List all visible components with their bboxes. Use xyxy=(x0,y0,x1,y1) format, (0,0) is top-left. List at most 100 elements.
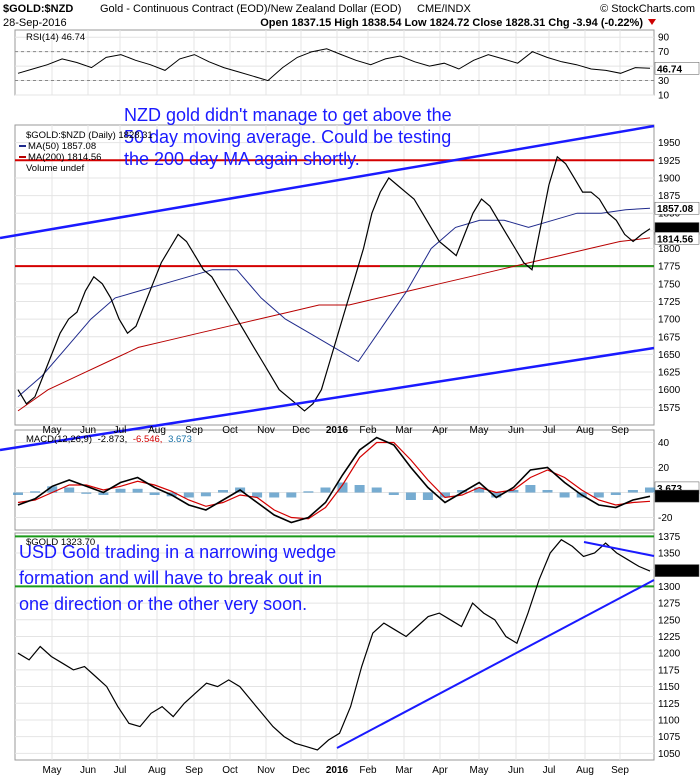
macd-histogram-tag: 3.673 xyxy=(657,484,682,495)
y-tick-label: 1200 xyxy=(658,649,681,660)
nzd-x-tick-label: Mar xyxy=(395,425,413,436)
y-tick-label: 1750 xyxy=(658,279,681,290)
nzd-annotation: NZD gold didn't manage to get above the … xyxy=(124,105,452,169)
x-tick-label: May xyxy=(470,765,489,776)
macd-signal-line xyxy=(17,441,651,520)
price-nzd-panel xyxy=(14,124,655,426)
nzd-x-tick-label: Jun xyxy=(508,425,524,436)
x-tick-label: 2016 xyxy=(326,765,349,776)
macd-histogram-bar xyxy=(627,490,638,493)
macd-histogram-bar xyxy=(64,487,75,493)
y-tick-label: 1275 xyxy=(658,599,681,610)
y-tick-label: 1650 xyxy=(658,350,681,361)
x-tick-label: Feb xyxy=(359,765,377,776)
macd-histogram-bar xyxy=(440,492,450,498)
x-tick-label: Aug xyxy=(576,765,594,776)
nzd-legend: $GOLD:$NZD (Daily) 1828.31 MA(50) 1857.0… xyxy=(19,130,153,174)
x-axis-labels: May Jun Jul Aug Sep Oct Nov Dec 2016 Feb Mar Apr May… xyxy=(43,425,630,776)
nzd-x-tick-label: May xyxy=(470,425,489,436)
ma200-value-tag-box xyxy=(654,232,700,245)
y-tick-label: 1625 xyxy=(658,368,681,379)
rsi-value-tag-box xyxy=(654,62,700,75)
macd-legend-name: MACD(12,26,9) xyxy=(26,434,92,445)
ma50-value-tag-box xyxy=(654,201,700,215)
rsi-panel xyxy=(14,29,655,96)
macd-histogram-bar xyxy=(132,488,143,493)
ma200-value-tag: 1814.56 xyxy=(657,234,694,245)
ma200-legend-label: MA(200) 1814.56 xyxy=(28,152,101,163)
macd-histogram-bar xyxy=(474,487,485,493)
y-tick-label: 1100 xyxy=(658,715,680,726)
macd-histogram-bar xyxy=(354,485,365,493)
y-tick-label: 1575 xyxy=(658,403,681,414)
usd-annotation: USD Gold trading in a narrowing wedge fo… xyxy=(19,542,336,614)
x-tick-label: Jun xyxy=(80,765,96,776)
macd-histogram-bar xyxy=(320,487,331,493)
wedge-resistance-line xyxy=(583,541,655,557)
x-tick-label: Jun xyxy=(508,765,524,776)
y-tick-label: 70 xyxy=(658,47,670,58)
nzd-x-tick-label: Jun xyxy=(80,425,96,436)
y-tick-label: 1700 xyxy=(658,315,681,326)
macd-histogram-bar xyxy=(218,490,228,493)
x-tick-label: Sep xyxy=(185,765,203,776)
macd-histogram-bar xyxy=(422,492,433,500)
x-tick-label: Sep xyxy=(611,765,629,776)
y-tick-label: 1150 xyxy=(658,682,680,693)
nzd-trend-channel xyxy=(0,124,655,452)
macd-histogram-bar xyxy=(593,492,604,498)
macd-histogram-bar xyxy=(115,488,126,493)
ohlc-summary: Open 1837.15 High 1838.54 Low 1824.72 Cl… xyxy=(260,17,643,29)
nzd-x-tick-label: Nov xyxy=(257,425,275,436)
nzd-x-tick-label: Dec xyxy=(292,425,310,436)
volume-legend-label: Volume undef xyxy=(26,163,84,174)
watermark-logo: © StockCharts.com xyxy=(600,3,695,15)
down-arrow-icon xyxy=(648,19,656,25)
price-nzd-line xyxy=(17,155,651,412)
y-tick-label: 1950 xyxy=(658,138,681,149)
macd-line xyxy=(17,436,651,524)
macd-histogram-bar xyxy=(200,492,211,497)
macd-histogram-bar xyxy=(388,492,399,495)
y-tick-label: 1900 xyxy=(658,173,681,184)
nzd-price-plot: 1575 1600 1625 1650 1675 1700 1725 1750 1775 1800… xyxy=(15,125,700,425)
macd-histogram-bar xyxy=(98,492,109,495)
lower-trendline xyxy=(0,346,655,452)
macd-histogram-bar xyxy=(269,492,280,498)
exchange-label: CME/INDX xyxy=(417,3,471,15)
macd-value-tag: -2.873 xyxy=(657,492,686,503)
chart-date: 28-Sep-2016 xyxy=(3,17,67,29)
nzd-x-tick-label: May xyxy=(43,425,62,436)
macd-histogram-bar xyxy=(183,492,194,498)
macd-value-tag-box xyxy=(654,489,700,503)
x-tick-label: Mar xyxy=(395,765,413,776)
y-tick-label: 1050 xyxy=(658,749,681,760)
macd-histogram-bar xyxy=(610,492,621,495)
rsi-line xyxy=(17,48,651,82)
y-tick-label: 1175 xyxy=(658,665,680,676)
nzd-x-tick-label: 2016 xyxy=(326,425,349,436)
y-tick-label: 30 xyxy=(658,76,670,87)
y-tick-label: 1075 xyxy=(658,732,681,743)
macd-histogram-bar xyxy=(508,490,519,493)
upper-trendline xyxy=(0,124,655,240)
y-tick-label: 1675 xyxy=(658,332,681,343)
y-tick-label: 20 xyxy=(658,463,670,474)
nzd-x-tick-label: Oct xyxy=(222,425,238,436)
macd-histogram-bar xyxy=(457,490,468,493)
x-tick-label: Nov xyxy=(257,765,275,776)
usd-legend-label: $GOLD 1323.70 xyxy=(26,537,95,548)
x-tick-label: Oct xyxy=(222,765,238,776)
macd-histogram-bar xyxy=(81,492,92,494)
price-usd-line xyxy=(17,538,651,751)
x-tick-label: Jul xyxy=(543,765,556,776)
wedge-support-line xyxy=(336,579,655,749)
price-value-tag: 1828.31 xyxy=(657,225,694,236)
macd-legend-label: MACD(12,26,9) -2.873, -6.546, 3.673 xyxy=(26,434,192,445)
rsi-legend-label: RSI(14) 46.74 xyxy=(26,32,85,43)
macd-histogram-bar xyxy=(149,492,160,495)
y-tick-label: 1225 xyxy=(658,632,681,643)
nzd-x-tick-label: Sep xyxy=(185,425,203,436)
nzd-x-tick-label: Sep xyxy=(611,425,629,436)
